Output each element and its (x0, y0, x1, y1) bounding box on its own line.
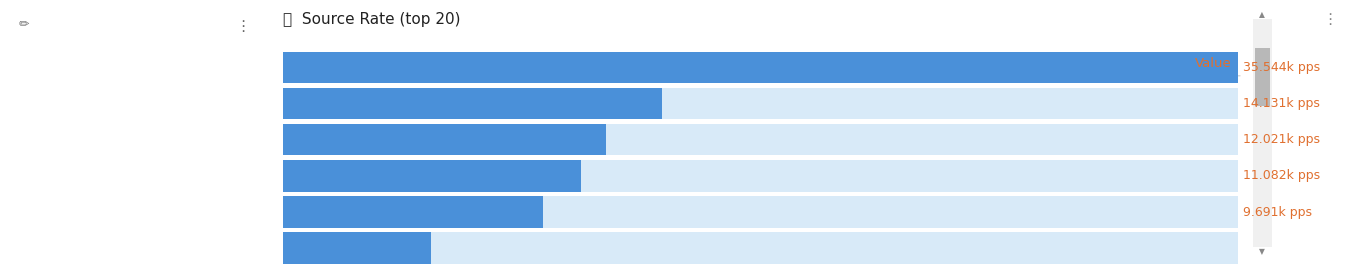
Bar (282, 196, 1237, 228)
Bar (282, 88, 1237, 119)
Bar (282, 52, 1237, 83)
Text: 12,865: 12,865 (0, 69, 282, 143)
Bar (282, 88, 663, 119)
Bar (282, 160, 1237, 192)
Text: 9.691k pps: 9.691k pps (1243, 206, 1311, 218)
Bar (1255, 48, 1270, 106)
Text: 14.131k pps: 14.131k pps (1243, 97, 1319, 110)
Text: Value: Value (1196, 57, 1232, 70)
Bar (282, 160, 581, 192)
Text: ⋮: ⋮ (1322, 12, 1337, 27)
Text: 12.021k pps: 12.021k pps (1243, 133, 1319, 146)
Text: 35.544k pps: 35.544k pps (1243, 61, 1319, 74)
Bar (1252, 19, 1272, 247)
Text: 11.082k pps: 11.082k pps (1243, 169, 1319, 182)
Text: ⓘ  Source Rate (top 20): ⓘ Source Rate (top 20) (282, 12, 460, 27)
Text: Sources Reporting: Sources Reporting (0, 165, 273, 191)
Bar (282, 52, 1237, 83)
Text: ⋮: ⋮ (235, 19, 250, 34)
Text: ▼: ▼ (1259, 247, 1266, 256)
Text: ✏: ✏ (19, 19, 30, 32)
Bar (282, 232, 1237, 264)
Bar (282, 124, 605, 155)
Bar (282, 196, 543, 228)
Text: ▲: ▲ (1259, 10, 1266, 19)
Bar (282, 124, 1237, 155)
Bar (282, 232, 430, 264)
Text: source: source (282, 57, 327, 70)
